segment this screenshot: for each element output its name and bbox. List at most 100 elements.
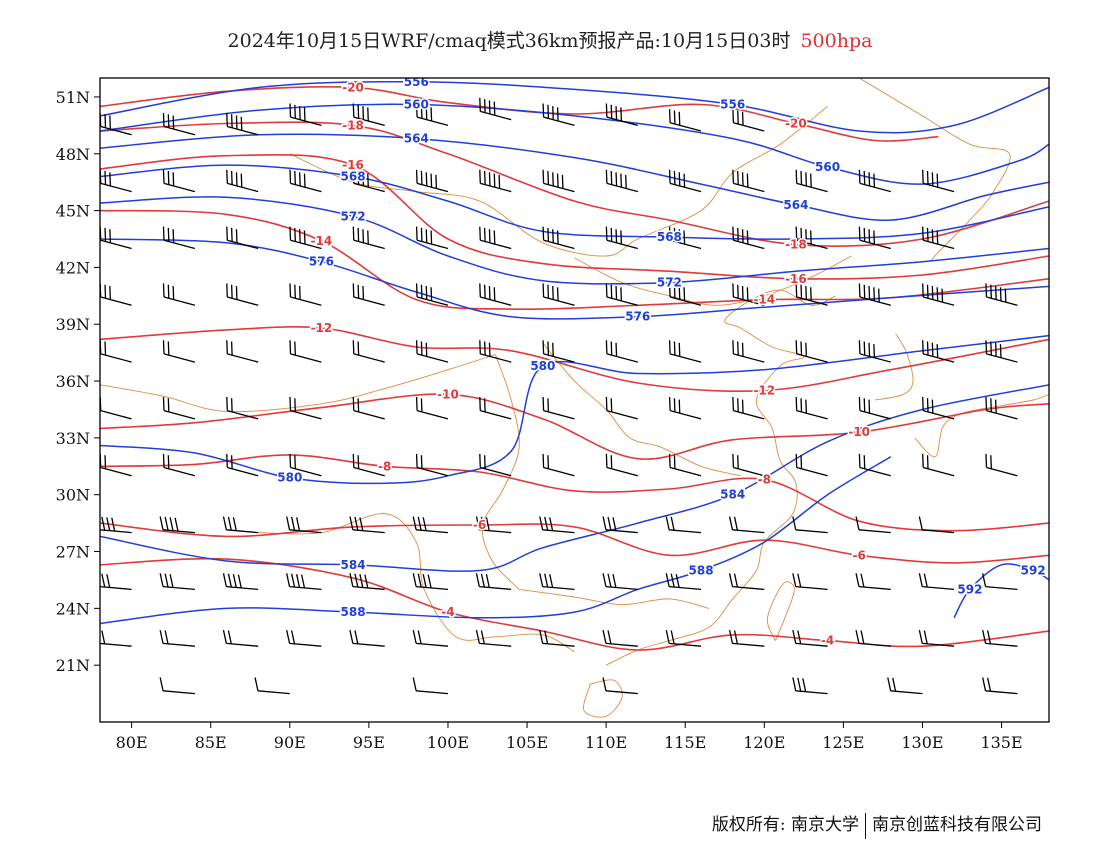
wind-barb xyxy=(159,677,195,695)
wind-barb xyxy=(668,226,702,250)
wind-barb xyxy=(226,226,259,250)
wind-barb xyxy=(602,629,638,647)
height-contour-label: 592 xyxy=(957,582,982,596)
wind-barb xyxy=(222,516,259,534)
wind-barb xyxy=(922,340,955,363)
border-line xyxy=(583,679,623,718)
wind-barb xyxy=(858,169,891,193)
wind-barb xyxy=(226,112,259,136)
wind-barb xyxy=(352,226,385,250)
height-isoline xyxy=(100,456,892,625)
height-isoline xyxy=(100,80,1049,134)
wind-barb xyxy=(539,629,575,647)
wind-barb xyxy=(226,397,259,420)
lat-tick-label: 39N xyxy=(56,315,90,334)
wind-barb xyxy=(352,283,385,306)
wind-barb xyxy=(352,169,385,193)
wind-barb xyxy=(668,397,702,420)
footer-copyright: 版权所有: 南京大学 xyxy=(711,815,859,835)
lon-tick-label: 100E xyxy=(427,733,469,752)
wind-barb xyxy=(922,453,955,477)
height-contour-label: 580 xyxy=(277,471,302,485)
temperature-contour-layer xyxy=(100,86,1049,651)
wind-barb xyxy=(542,397,575,420)
wind-barb xyxy=(162,453,196,477)
wind-barb xyxy=(289,103,322,127)
wind-barb xyxy=(792,516,828,534)
lat-tick-label: 27N xyxy=(56,543,90,562)
border-line xyxy=(289,106,828,257)
height-contour-layer xyxy=(100,80,1049,625)
wind-barb xyxy=(665,573,702,591)
lon-tick-label: 110E xyxy=(585,733,627,752)
wind-barb xyxy=(286,573,322,591)
wind-barb xyxy=(289,453,322,477)
wind-barb xyxy=(982,677,1018,695)
wind-barb xyxy=(605,169,638,193)
temperature-contour-label: -14 xyxy=(311,234,333,248)
wind-barb xyxy=(858,340,891,363)
border-line xyxy=(481,354,520,590)
height-contour-label: 564 xyxy=(404,132,429,146)
wind-barb xyxy=(415,340,449,363)
height-isoline xyxy=(100,384,1049,572)
border-line xyxy=(874,333,914,401)
height-isoline xyxy=(100,103,1049,185)
wind-barb xyxy=(352,340,385,363)
temperature-contour-label: -10 xyxy=(437,387,459,401)
border-line xyxy=(914,393,1049,458)
wind-barb xyxy=(795,169,828,193)
temperature-contour-label: -20 xyxy=(785,116,807,130)
wind-barb xyxy=(289,340,322,363)
height-contour-label: 556 xyxy=(720,98,745,112)
wind-barb xyxy=(479,283,512,306)
temperature-contour-label: -12 xyxy=(311,321,333,335)
wind-barb xyxy=(982,573,1018,591)
temperature-isoline xyxy=(100,454,1049,532)
temperature-contour-label: -18 xyxy=(342,118,364,132)
temperature-isoline xyxy=(100,326,1049,392)
wind-barb xyxy=(855,516,891,534)
temperature-isoline xyxy=(100,522,1049,564)
wind-barb xyxy=(795,340,828,363)
temperature-isoline xyxy=(100,153,1049,280)
wind-barb xyxy=(475,629,512,647)
wind-barb xyxy=(918,629,955,647)
wind-barb xyxy=(605,397,638,420)
lon-tick-label: 105E xyxy=(506,733,548,752)
wind-barb xyxy=(732,109,765,132)
wind-barb xyxy=(605,453,638,477)
wind-barb xyxy=(918,516,955,534)
wind-barb xyxy=(792,573,828,591)
border-layer xyxy=(100,78,1049,718)
lon-tick-label: 115E xyxy=(664,733,706,752)
wind-barb xyxy=(479,226,512,250)
contour-label-layer: -20 -20 -18 -18 -16 -16 -14 -14 -12 -12 -10 -10 -8 -8… xyxy=(276,78,1047,649)
border-line xyxy=(605,289,836,666)
wind-barb xyxy=(479,97,512,121)
lat-tick-label: 42N xyxy=(56,258,90,277)
wind-barb xyxy=(100,629,132,647)
wind-barb xyxy=(605,226,638,250)
wind-barb xyxy=(602,573,638,591)
wind-barb xyxy=(795,226,828,250)
wind-barb xyxy=(982,629,1018,647)
wind-barb xyxy=(162,112,196,136)
wind-barb xyxy=(887,677,923,695)
wind-barb xyxy=(602,516,638,534)
wind-barb xyxy=(415,226,449,250)
footer-separator xyxy=(865,812,866,839)
wind-barb xyxy=(415,169,449,193)
wind-barb xyxy=(286,629,322,647)
wind-barb xyxy=(289,397,322,420)
wind-barb xyxy=(100,340,132,363)
wind-barb xyxy=(985,453,1018,477)
height-contour-label: 572 xyxy=(341,209,366,223)
wind-barb xyxy=(922,169,955,193)
lat-tick-label: 51N xyxy=(56,88,90,107)
wind-barb xyxy=(732,453,765,477)
height-isoline xyxy=(100,164,1049,240)
temperature-contour-label: -16 xyxy=(785,272,807,286)
wind-barb xyxy=(100,516,132,534)
